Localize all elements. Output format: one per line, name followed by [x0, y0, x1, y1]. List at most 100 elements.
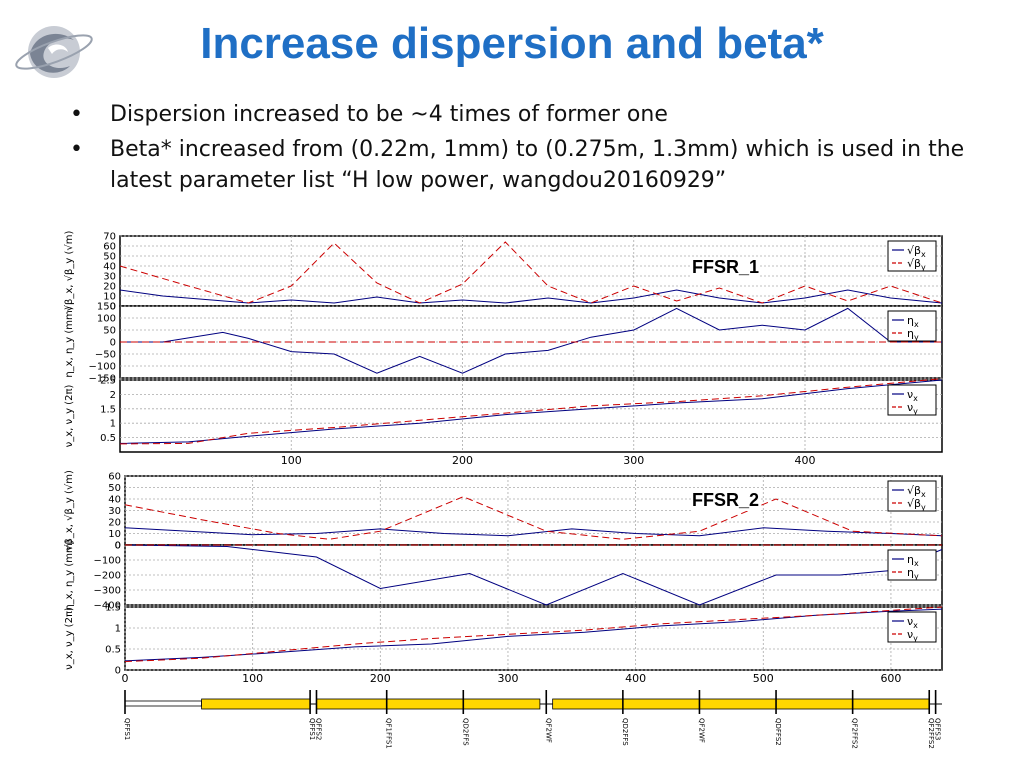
y-tick-label: 0.5: [105, 645, 121, 656]
element-label: QF2FFS2: [927, 718, 935, 749]
legend: √βx√βy: [887, 480, 937, 512]
y-axis-label: ν_x, ν_y (2π): [64, 607, 75, 670]
series-line: [124, 608, 943, 662]
drift-element: [124, 700, 202, 707]
y-tick-label: 50: [103, 252, 116, 263]
x-tick-label: 400: [625, 672, 646, 685]
legend-entry: ηy: [907, 566, 919, 581]
legend-box: [887, 549, 937, 581]
institute-logo-icon: [15, 26, 93, 78]
bullet-item: • Dispersion increased to be ~4 times of…: [70, 100, 990, 131]
y-tick-label: 0.5: [100, 433, 116, 444]
y-tick-label: 60: [103, 242, 116, 253]
y-tick-label: 1.5: [105, 603, 121, 614]
element-label: QFFS2: [314, 718, 322, 740]
y-tick-label: 20: [103, 282, 116, 293]
legend-box: [887, 310, 937, 342]
x-tick-label: 500: [753, 672, 774, 685]
y-tick-label: 20: [108, 518, 121, 529]
legend-entry: √βx: [907, 244, 926, 259]
legend-box: [887, 480, 937, 512]
legend-entry: νy: [907, 401, 918, 416]
x-tick-label: 0: [122, 672, 129, 685]
series-line: [120, 307, 942, 374]
y-tick-label: 40: [103, 262, 116, 273]
element-label: QD2FFS: [461, 718, 469, 746]
y-tick-label: 150: [97, 302, 116, 313]
y-tick-label: −150: [89, 374, 116, 385]
legend: √βx√βy: [887, 240, 937, 272]
y-tick-label: 10: [103, 292, 116, 303]
subplot-frame: [119, 235, 943, 307]
chart-label-ffsr1: FFSR_1: [692, 257, 760, 278]
legend-box: [887, 240, 937, 272]
y-tick-label: 2: [110, 390, 116, 401]
y-tick-label: 40: [108, 495, 121, 506]
magnet-block: [316, 698, 541, 710]
y-axis-label: √β_x, √β_y (√m): [64, 231, 75, 312]
element-label: QFFS1: [308, 718, 316, 740]
bullet-symbol: •: [70, 102, 83, 127]
legend-entry: √βx: [907, 484, 926, 499]
legend-entry: ηx: [907, 553, 919, 568]
series-line: [124, 544, 943, 606]
y-tick-label: 0: [115, 666, 121, 677]
series-line: [119, 289, 943, 304]
y-tick-label: 100: [97, 314, 116, 325]
bullet-text: Beta* increased from (0.22m, 1mm) to (0.…: [110, 136, 965, 193]
bullet-text: Dispersion increased to be ~4 times of f…: [110, 102, 668, 127]
legend-entry: √βy: [907, 257, 926, 272]
x-tick-label: 100: [242, 672, 263, 685]
y-tick-label: 1.5: [100, 404, 116, 415]
x-tick-label: 600: [880, 672, 901, 685]
element-label: QFFS1: [123, 718, 131, 740]
x-tick-label: 300: [623, 454, 644, 467]
x-tick-label: 400: [795, 454, 816, 467]
series-line: [119, 378, 943, 445]
y-axis-label: η_x, η_y (mm): [64, 306, 75, 377]
y-tick-label: −300: [94, 586, 121, 597]
x-tick-label: 100: [281, 454, 302, 467]
element-label: QF1FFS1: [385, 718, 393, 749]
y-tick-label: 70: [103, 232, 116, 243]
bullet-symbol: •: [70, 136, 83, 162]
element-label: QF2WF: [544, 718, 552, 743]
subplot-frame: [124, 606, 943, 671]
y-tick-label: −100: [89, 362, 116, 373]
y-tick-label: 30: [103, 272, 116, 283]
series-line: [124, 527, 943, 537]
y-tick-label: 0: [110, 302, 116, 313]
y-tick-label: 0: [115, 541, 121, 552]
magnet-block: [552, 698, 777, 710]
bullet-item: • Beta* increased from (0.22m, 1mm) to (…: [70, 135, 990, 197]
element-label: QF2FFS2: [851, 718, 859, 749]
y-tick-label: 50: [108, 483, 121, 494]
y-axis-label: ν_x, ν_y (2π): [64, 385, 75, 448]
chart-label-ffsr2: FFSR_2: [692, 490, 760, 511]
x-tick-label: 300: [497, 672, 518, 685]
y-tick-label: 1: [110, 419, 116, 430]
element-label: QDFFS2: [774, 718, 782, 746]
x-tick-label: 200: [452, 454, 473, 467]
magnet-block: [201, 698, 311, 710]
y-tick-label: 30: [108, 506, 121, 517]
legend-entry: νx: [907, 615, 918, 630]
legend-box: [887, 611, 937, 643]
series-line: [119, 241, 943, 304]
series-line: [124, 606, 943, 663]
y-tick-label: 50: [103, 326, 116, 337]
y-tick-label: 60: [108, 472, 121, 483]
y-tick-label: 0: [110, 338, 116, 349]
